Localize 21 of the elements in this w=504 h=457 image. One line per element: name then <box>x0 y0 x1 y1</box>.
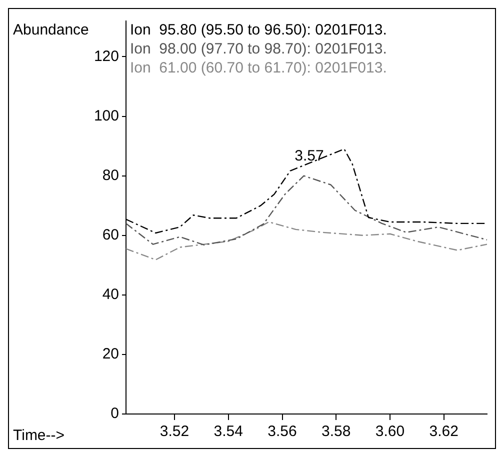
annotation: 3.57 <box>294 148 324 165</box>
x-tick-label: 3.56 <box>268 423 297 440</box>
x-tick-label: 3.52 <box>160 423 190 440</box>
x-tick-label: 3.60 <box>375 423 405 440</box>
line-series <box>126 221 487 260</box>
y-tick-label: 0 <box>110 405 119 422</box>
y-tick-label: 40 <box>102 286 119 304</box>
text: Ion 95.80 (95.50 to 96.50): 0201F013. <box>130 22 387 39</box>
y-axis-title: Abundance <box>13 22 89 39</box>
x-axis-title: Time--> <box>13 427 65 444</box>
y-tick-label: 20 <box>102 346 119 363</box>
x-tick-label: 3.58 <box>322 423 351 440</box>
y-tick-label: 80 <box>102 166 119 184</box>
line-series <box>126 175 487 246</box>
y-tick-label: 100 <box>94 107 119 124</box>
y-tick-label: 60 <box>102 226 119 244</box>
y-tick-label: 120 <box>94 48 119 65</box>
text: Ion 61.00 (60.70 to 61.70): 0201F013. <box>130 60 387 77</box>
x-tick-label: 3.62 <box>429 423 458 440</box>
x-tick-label: 3.54 <box>214 423 243 440</box>
text: Ion 98.00 (97.70 to 98.70): 0201F013. <box>130 40 387 58</box>
